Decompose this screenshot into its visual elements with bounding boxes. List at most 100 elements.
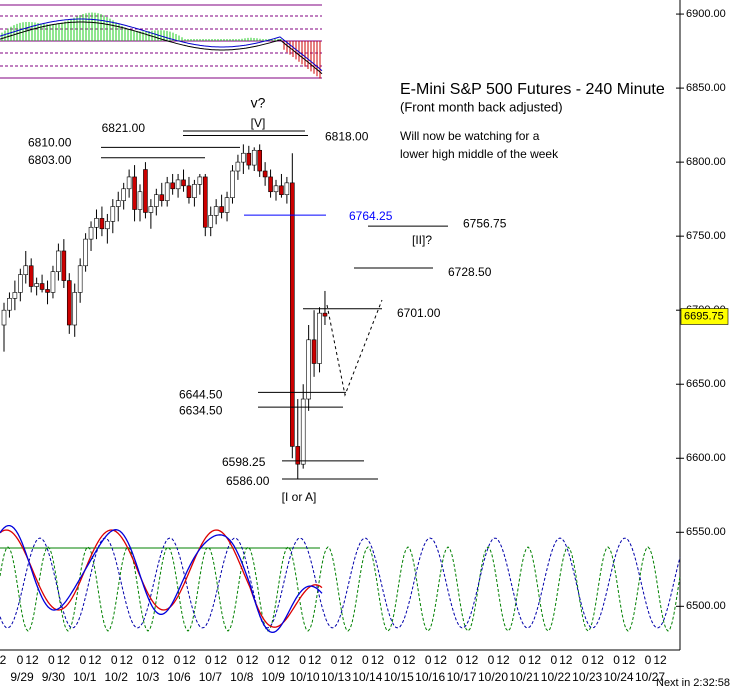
candle-body xyxy=(66,280,72,326)
x-hour-label: 0 xyxy=(582,653,589,667)
candle-body xyxy=(132,176,137,210)
candle-body xyxy=(241,152,246,163)
candle-body xyxy=(159,194,165,201)
candle-body xyxy=(208,215,214,228)
x-hour-label: 0 xyxy=(393,653,400,667)
wave-label: [I or A] xyxy=(282,490,317,504)
x-hour-label: 12 xyxy=(182,653,196,667)
wave-label: v? xyxy=(251,95,266,111)
candle-body xyxy=(202,176,208,228)
candle-body xyxy=(154,194,159,207)
x-hour-label: 12 xyxy=(371,653,385,667)
x-hour-label: 12 xyxy=(277,653,291,667)
candle-body xyxy=(77,265,83,293)
x-hour-label: 12 xyxy=(57,653,71,667)
y-tick-label: 6500.00 xyxy=(686,600,726,612)
x-hour-label: 0 xyxy=(48,653,55,667)
candle-body xyxy=(23,265,29,275)
candle-body xyxy=(83,238,88,267)
x-date-label: 10/13 xyxy=(321,670,351,684)
y-tick-label: 6650.00 xyxy=(686,378,726,390)
level-label: 6644.50 xyxy=(179,388,223,402)
candle-body xyxy=(7,298,12,311)
x-hour-label: 0 xyxy=(17,653,24,667)
x-hour-label: 12 xyxy=(214,653,228,667)
level-label: 6764.25 xyxy=(349,209,393,223)
x-hour-label: 12 xyxy=(402,653,416,667)
chart-subtitle: (Front month back adjusted) xyxy=(400,99,563,114)
candle-body xyxy=(262,170,268,178)
x-date-label: 10/8 xyxy=(230,670,254,684)
osc-blue xyxy=(0,524,323,634)
x-hour-label: 0 xyxy=(111,653,118,667)
candle-body xyxy=(268,176,273,193)
x-date-label: 10/9 xyxy=(262,670,286,684)
candle-body xyxy=(175,179,181,190)
x-hour-label: 0 xyxy=(362,653,369,667)
wave-label: [II]? xyxy=(412,233,432,247)
x-date-label: 10/10 xyxy=(290,670,320,684)
candle-body xyxy=(1,309,7,326)
candle-body xyxy=(12,292,18,299)
x-hour-label: 0 xyxy=(613,653,620,667)
candle-body xyxy=(219,206,224,213)
momentum-inset xyxy=(0,4,323,79)
x-hour-label: 0 xyxy=(488,653,495,667)
candle-body xyxy=(28,265,34,287)
x-hour-label: 12 xyxy=(465,653,479,667)
candle-body xyxy=(137,191,143,210)
countdown-box xyxy=(652,676,738,688)
candle-body xyxy=(170,182,175,190)
x-hour-label: 0 xyxy=(236,653,243,667)
x-hour-label: 0 xyxy=(299,653,306,667)
x-hour-label: 2 xyxy=(0,653,7,667)
x-hour-label: 12 xyxy=(496,653,510,667)
countdown: Next in 2:32:58 xyxy=(656,677,730,688)
candle-body xyxy=(94,218,99,228)
x-date-label: 10/3 xyxy=(136,670,160,684)
y-tick-label: 6550.00 xyxy=(686,526,726,538)
x-hour-label: 12 xyxy=(245,653,259,667)
y-tick-label: 6750.00 xyxy=(686,230,726,242)
candle-body xyxy=(273,185,279,193)
candle-body xyxy=(148,206,154,213)
cycle-blue xyxy=(0,537,681,629)
x-hour-label: 12 xyxy=(151,653,165,667)
x-hour-label: 12 xyxy=(308,653,322,667)
level-label: 6701.00 xyxy=(397,306,441,320)
candle-body xyxy=(290,182,295,447)
candle-body xyxy=(121,188,126,201)
level-label: 6756.75 xyxy=(463,216,507,230)
x-hour-label: 0 xyxy=(456,653,463,667)
candle-body xyxy=(235,161,241,172)
x-date-label: 10/1 xyxy=(73,670,97,684)
x-hour-label: 12 xyxy=(434,653,448,667)
x-hour-label: 12 xyxy=(528,653,542,667)
x-date-label: 10/17 xyxy=(447,670,477,684)
x-hour-label: 0 xyxy=(268,653,275,667)
osc-red xyxy=(0,529,323,628)
x-hour-label: 0 xyxy=(205,653,212,667)
x-hour-label: 12 xyxy=(622,653,636,667)
x-date-label: 10/14 xyxy=(352,670,382,684)
x-date-label: 10/21 xyxy=(509,670,539,684)
candle-body xyxy=(295,446,301,465)
projection-path xyxy=(326,299,383,397)
candle-body xyxy=(279,185,284,196)
candle-body xyxy=(192,184,197,198)
level-label: 6818.00 xyxy=(325,130,369,144)
x-date-label: 10/22 xyxy=(541,670,571,684)
candle-body xyxy=(186,185,192,198)
candle-body xyxy=(246,152,252,166)
candle-body xyxy=(61,250,67,281)
cycle-oscillator xyxy=(0,524,681,634)
candle-body xyxy=(56,250,61,272)
level-label: 6598.25 xyxy=(222,455,266,469)
x-date-label: 10/6 xyxy=(167,670,191,684)
candle-body xyxy=(213,206,219,216)
inset-line xyxy=(0,18,323,72)
candle-body xyxy=(126,176,132,190)
x-date-label: 10/2 xyxy=(105,670,129,684)
